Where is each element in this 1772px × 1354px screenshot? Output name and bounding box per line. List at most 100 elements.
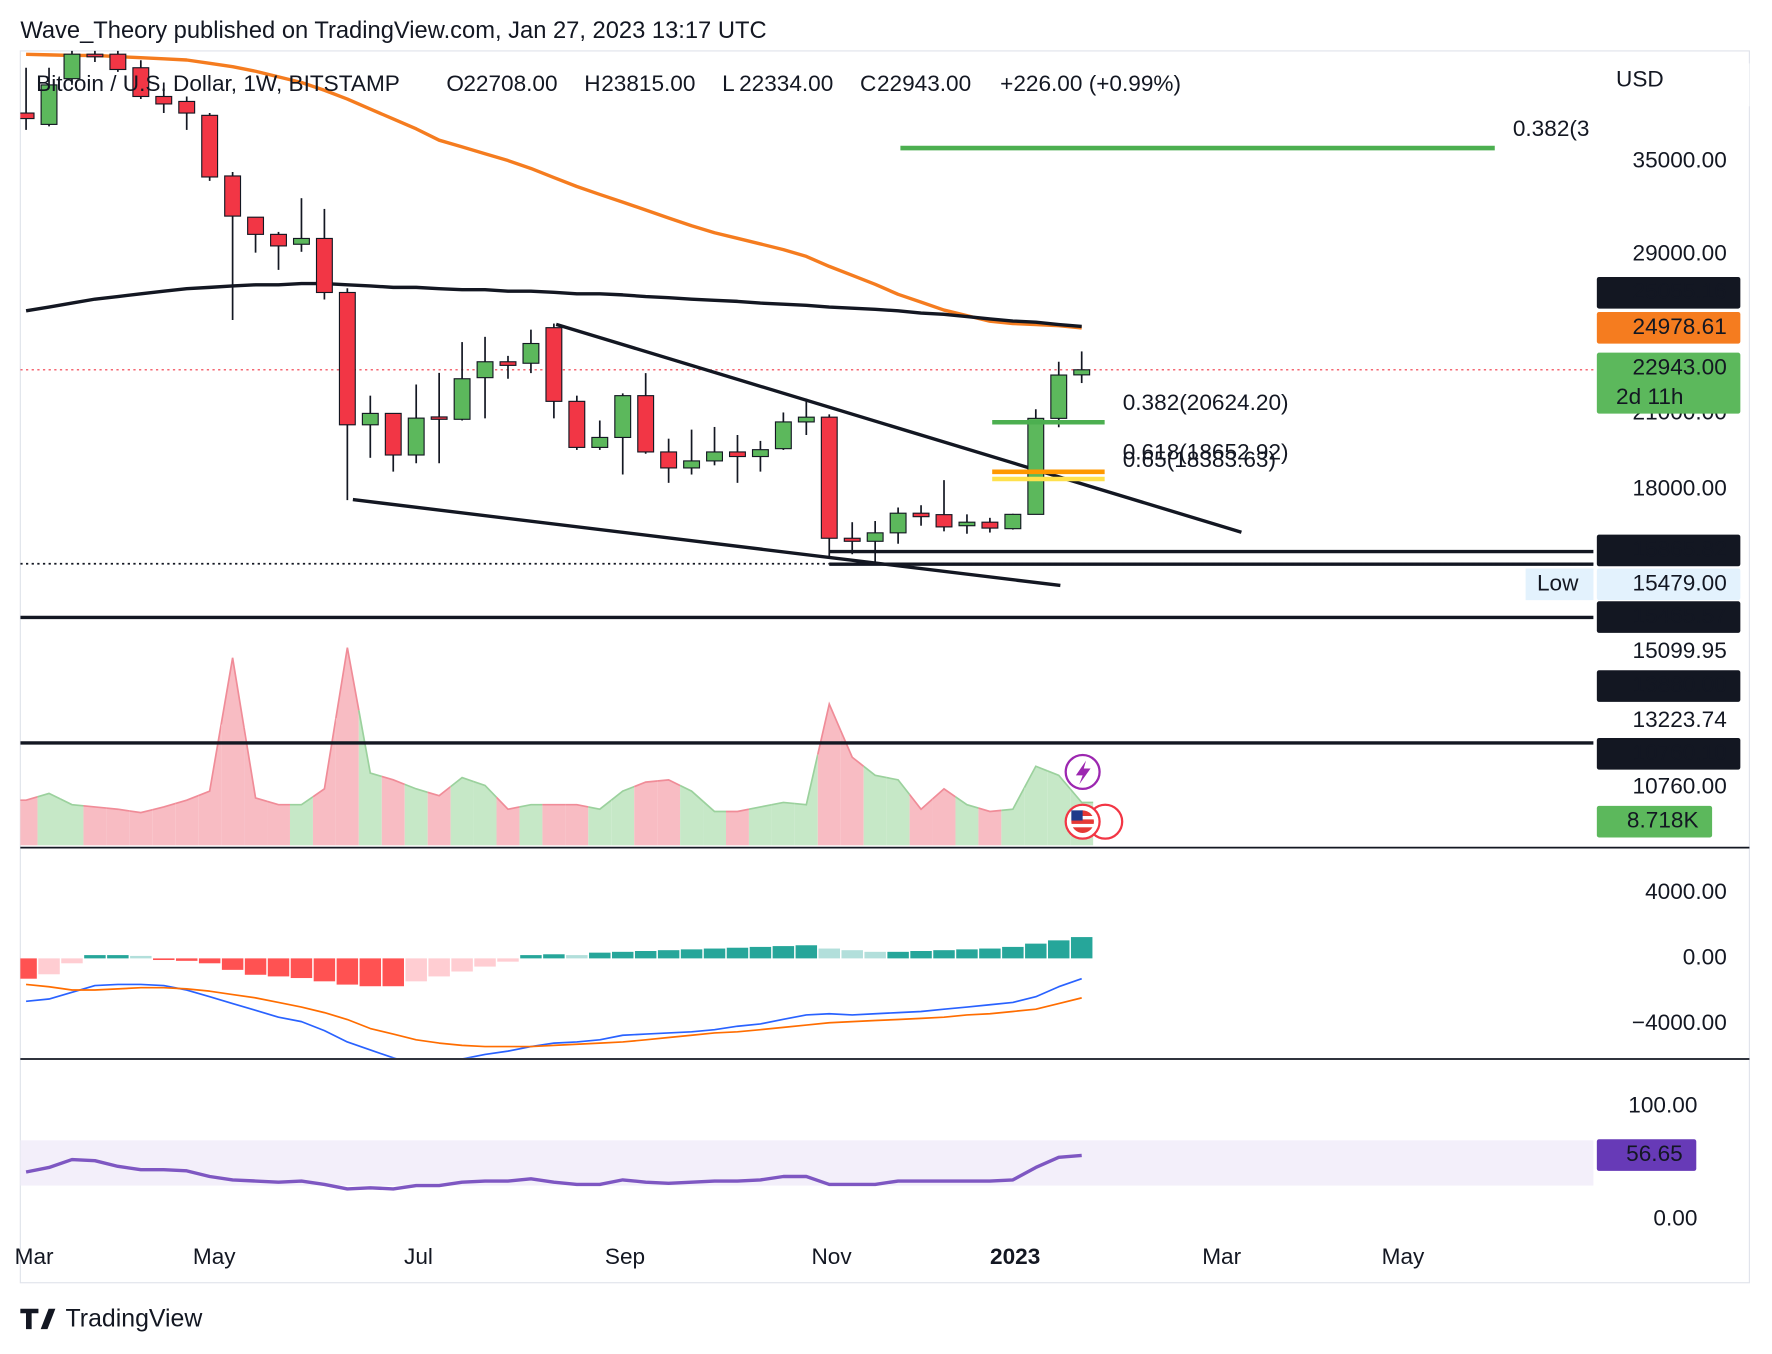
legend-key: L bbox=[722, 71, 735, 96]
fib-label: 0.618(18652.92) bbox=[1123, 440, 1289, 465]
candle-body bbox=[453, 378, 471, 420]
macd-histogram bbox=[1025, 943, 1047, 959]
candle-body bbox=[568, 400, 586, 448]
volume-edge bbox=[886, 776, 911, 796]
macd-histogram bbox=[680, 949, 703, 959]
currency: USD bbox=[1616, 66, 1664, 91]
macd-histogram bbox=[703, 948, 726, 959]
candle-body bbox=[407, 417, 425, 456]
macd-histogram bbox=[933, 950, 955, 959]
volume-edge bbox=[610, 785, 635, 801]
macd-histogram bbox=[336, 958, 359, 985]
macd-histogram bbox=[589, 952, 611, 959]
volume-area bbox=[565, 804, 589, 846]
x-tick-label: May bbox=[193, 1244, 236, 1269]
candle-body bbox=[774, 421, 792, 450]
volume-area bbox=[611, 786, 635, 846]
macd-histogram bbox=[979, 948, 1001, 959]
volume-edge bbox=[266, 800, 290, 806]
line-badge: 10760.10 bbox=[1633, 740, 1727, 765]
volume-edge bbox=[1001, 787, 1026, 812]
line-badge: 13880.00 bbox=[1633, 672, 1727, 697]
volume-edge bbox=[633, 780, 658, 788]
volume-edge bbox=[335, 647, 360, 719]
x-tick-label: Mar bbox=[15, 1244, 54, 1269]
macd-histogram bbox=[1048, 940, 1070, 959]
macd-histogram bbox=[61, 958, 83, 964]
macd-histogram bbox=[313, 958, 336, 982]
volume-edge bbox=[1046, 769, 1071, 790]
candle-body bbox=[1027, 417, 1045, 515]
candle-body bbox=[20, 112, 35, 120]
candle-body bbox=[155, 95, 173, 105]
x-tick-label: Sep bbox=[605, 1244, 645, 1269]
volume-edge bbox=[726, 808, 750, 813]
candle-body bbox=[86, 53, 104, 58]
candle-body bbox=[820, 416, 838, 539]
volume-edge bbox=[908, 794, 934, 811]
volume-area bbox=[519, 804, 543, 846]
legend-item: 22708.00 bbox=[463, 71, 557, 96]
legend-key: H bbox=[584, 71, 600, 96]
candle-body bbox=[1004, 513, 1022, 530]
volume-edge bbox=[243, 727, 268, 803]
extra-label: 15099.95 bbox=[1633, 638, 1727, 663]
macd-histogram bbox=[749, 946, 772, 959]
candle-body bbox=[292, 237, 310, 245]
volume-area bbox=[152, 803, 176, 846]
volume-area bbox=[634, 780, 658, 846]
macd-histogram bbox=[772, 946, 795, 959]
macd-histogram bbox=[726, 947, 749, 959]
macd-histogram bbox=[887, 951, 909, 959]
candle-body bbox=[499, 361, 517, 366]
y-tick-label: 18000.00 bbox=[1633, 475, 1727, 500]
candle-body bbox=[132, 67, 150, 98]
candle-body bbox=[522, 342, 540, 364]
volume-area bbox=[20, 796, 38, 846]
volume-area bbox=[198, 724, 222, 846]
candle-body bbox=[315, 237, 333, 294]
macd-histogram bbox=[520, 955, 542, 959]
volume-area bbox=[312, 718, 336, 846]
candle-body bbox=[430, 416, 448, 420]
candle-body bbox=[728, 451, 746, 458]
extra-label: 10760.00 bbox=[1633, 774, 1727, 799]
candle-body bbox=[178, 100, 196, 114]
price-badge: 22943.00 bbox=[1633, 354, 1727, 379]
volume-area bbox=[588, 800, 612, 846]
volume-edge bbox=[473, 780, 498, 798]
volume-area bbox=[657, 779, 681, 846]
candle-body bbox=[545, 327, 563, 402]
macd-histogram bbox=[543, 954, 565, 959]
fib-label: 0.382(3 bbox=[1513, 116, 1590, 141]
extra-label: 13223.74 bbox=[1633, 707, 1727, 732]
macd-histogram bbox=[1002, 946, 1024, 959]
volume-area bbox=[840, 730, 864, 846]
macd-histogram bbox=[657, 950, 680, 959]
macd-histogram bbox=[474, 958, 496, 967]
candle-body bbox=[706, 451, 724, 462]
legend-item: 22943.00 bbox=[877, 71, 971, 96]
volume-edge bbox=[404, 783, 428, 794]
volume-edge bbox=[220, 657, 245, 729]
moving-average bbox=[25, 281, 1082, 329]
low-tag: Low bbox=[1537, 570, 1579, 595]
x-tick-label: Mar bbox=[1202, 1244, 1241, 1269]
volume-edge bbox=[565, 803, 589, 808]
candle-body bbox=[109, 53, 127, 71]
candle-body bbox=[224, 175, 242, 217]
icon bbox=[1075, 760, 1091, 785]
x-tick-label: Jul bbox=[404, 1244, 433, 1269]
volume-area bbox=[771, 802, 795, 846]
candle-body bbox=[660, 451, 678, 469]
macd-tick-label: −4000.00 bbox=[1632, 1010, 1727, 1035]
volume-area bbox=[37, 793, 61, 846]
candle-body bbox=[614, 395, 632, 439]
macd-histogram bbox=[107, 955, 129, 959]
volume-edge bbox=[427, 785, 452, 797]
ma-badge-bg bbox=[1596, 311, 1741, 344]
macd-tick-label: 4000.00 bbox=[1645, 879, 1727, 904]
macd-histogram bbox=[428, 958, 450, 977]
candle-body bbox=[591, 436, 609, 448]
